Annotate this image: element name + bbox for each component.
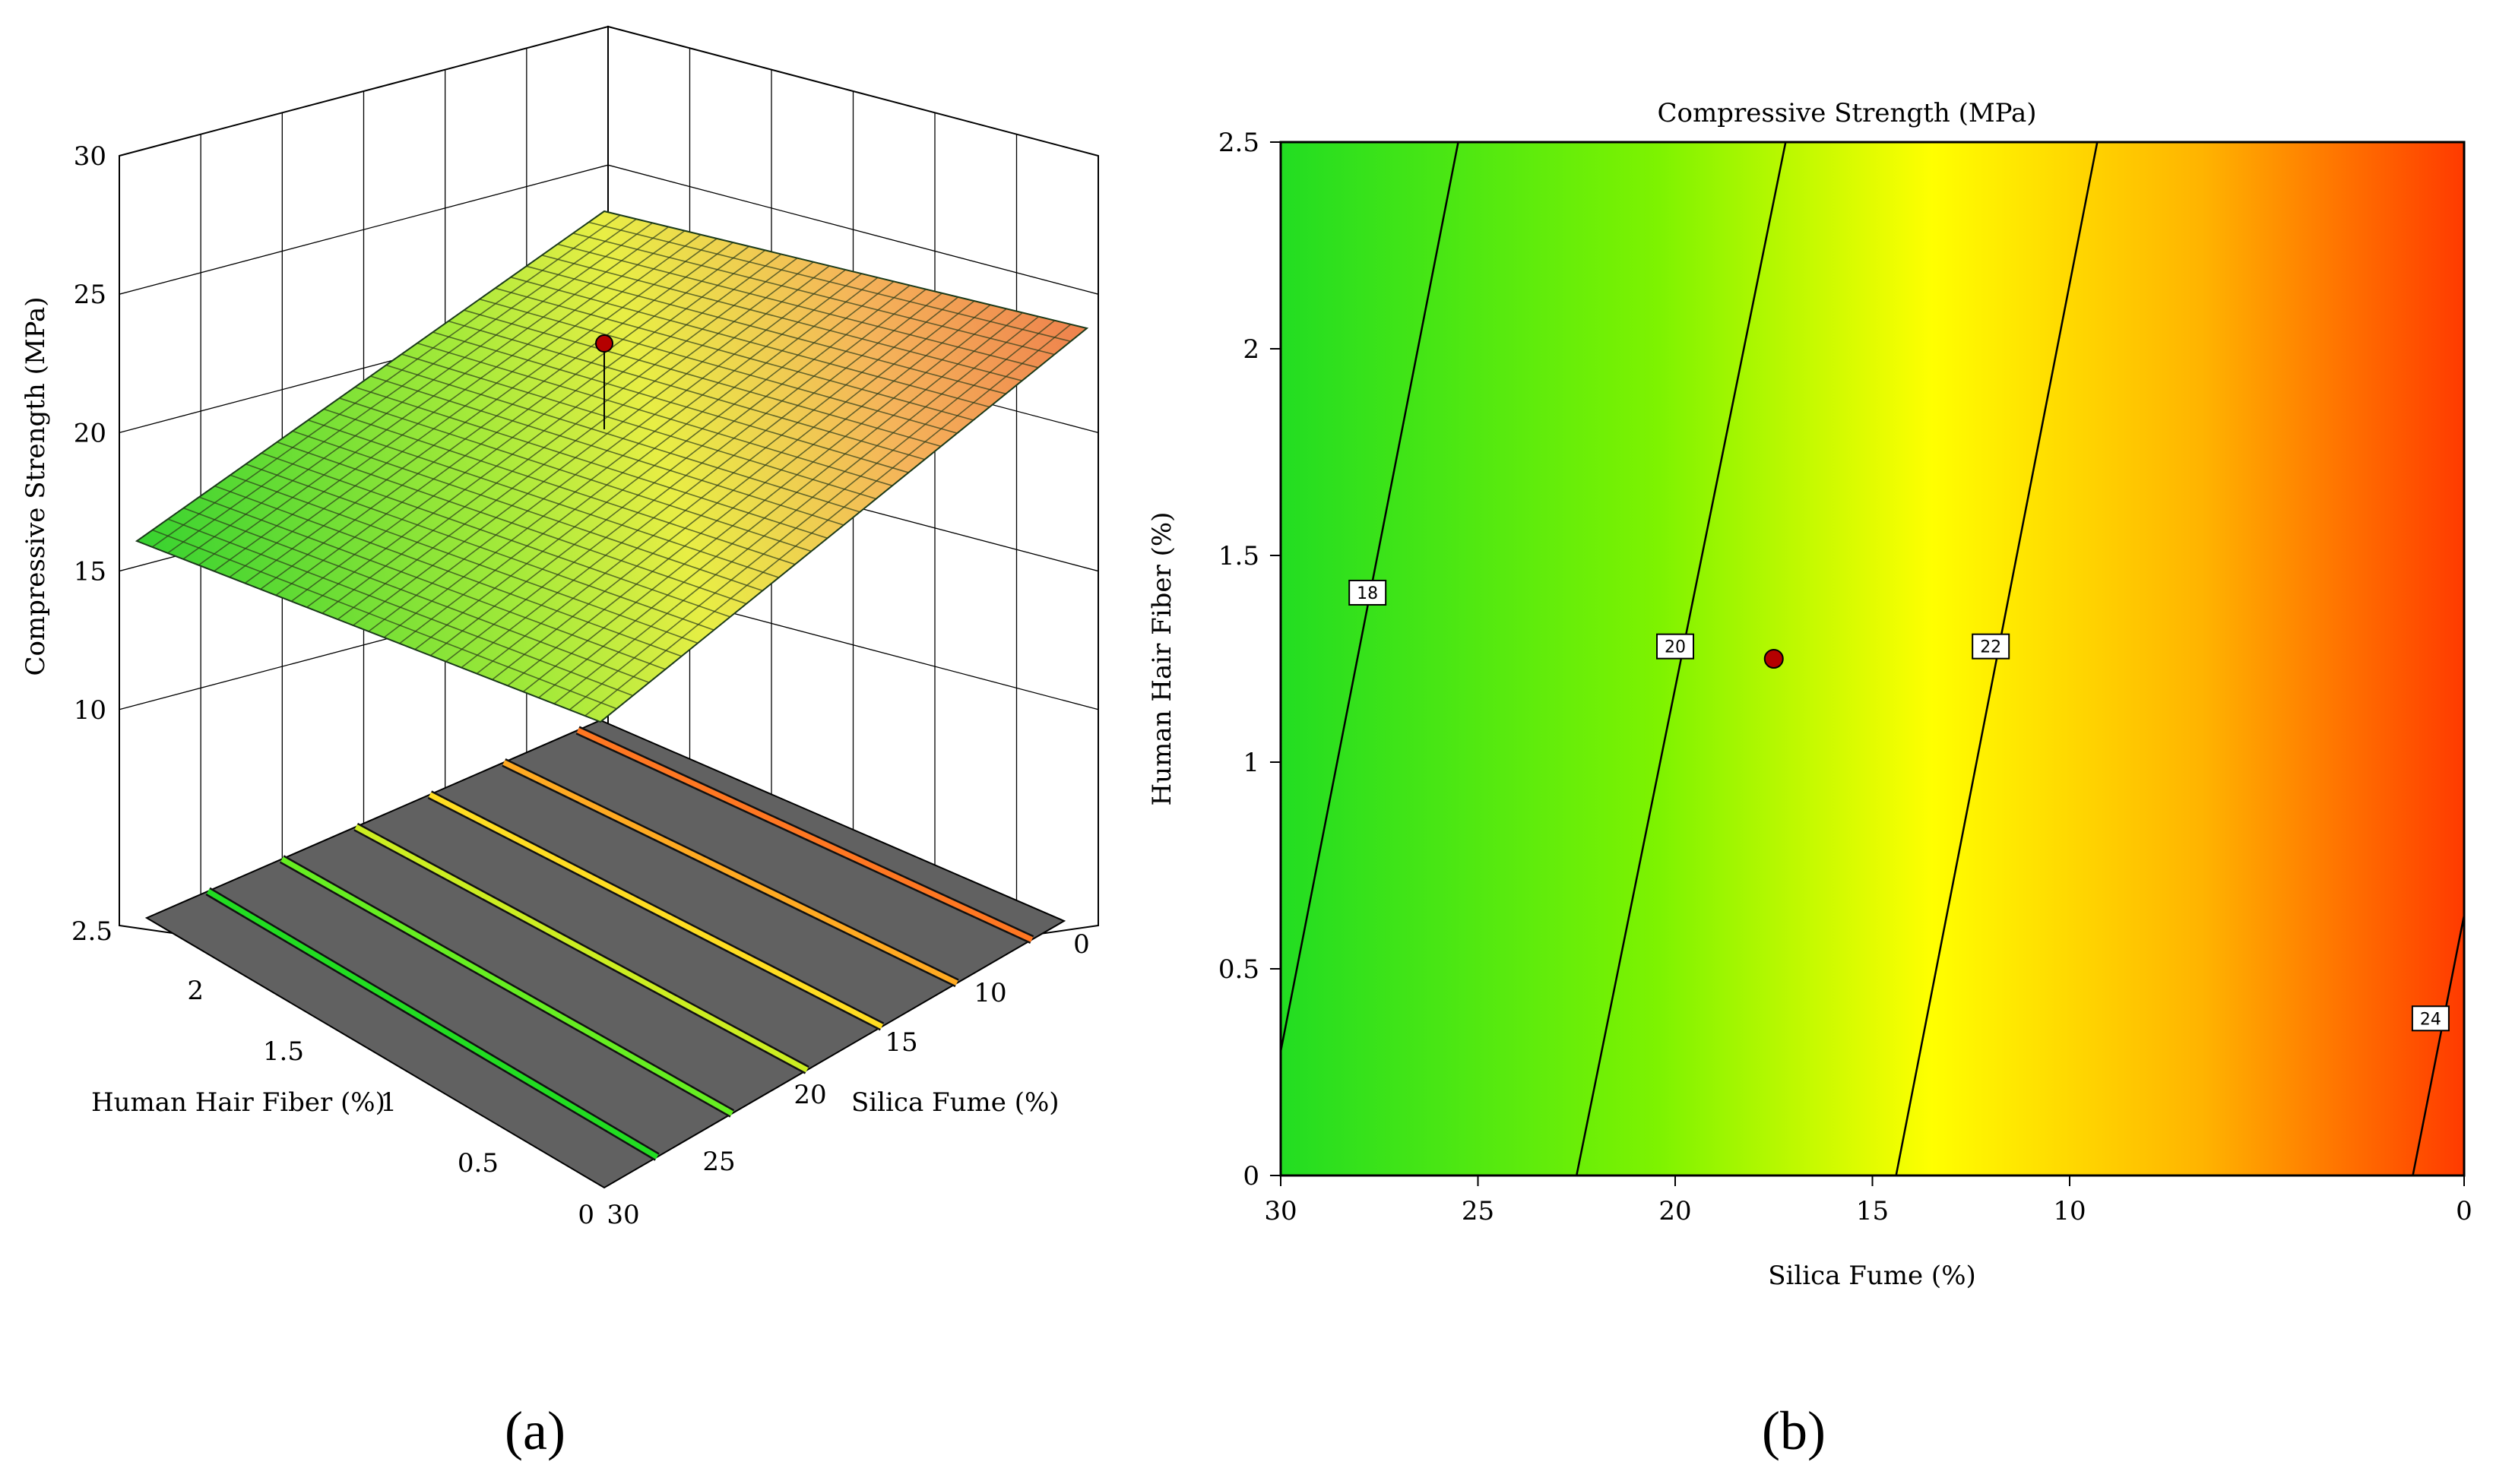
contour-label-box (1972, 633, 2010, 660)
y-tick-label: 0 (578, 1200, 594, 1230)
z-tick-label: 15 (74, 557, 106, 587)
x-tick-label: 10 (974, 978, 1006, 1008)
y-axis-label: Human Hair Fiber (%) (1147, 512, 1177, 806)
y-axis-label: Human Hair Fiber (%) (91, 1087, 385, 1118)
contour-label: 22 (1980, 638, 2001, 657)
z-tick-label: 20 (74, 418, 106, 448)
contour-line (2412, 915, 2466, 1176)
floor-contour-line (428, 792, 884, 1030)
y-tick-label: 2 (1243, 334, 1259, 365)
wall-grid-line (607, 26, 1099, 157)
contour-fill (1281, 142, 2464, 1175)
x-tick-label: 20 (794, 1080, 826, 1110)
surface-mesh-line (588, 221, 1071, 343)
surface-mesh-line (167, 218, 637, 554)
surface-mesh-line (557, 243, 1039, 369)
x-tick-label: 0 (2456, 1196, 2472, 1226)
y-axis-ticks: 0 0.5 1 1.5 2 2.5 (1218, 128, 1281, 1191)
floor-contour-line (280, 856, 733, 1116)
contour-title: Compressive Strength (MPa) (1657, 98, 2036, 128)
x-axis-ticks: 30 25 20 15 10 0 (1264, 1175, 2472, 1226)
surface-mesh-line (214, 230, 686, 572)
contour-labels: 18 20 22 24 (1348, 579, 2450, 1032)
contour-label-box (2411, 1005, 2450, 1032)
surface-mesh (151, 214, 1072, 717)
y-tick-label: 2.5 (71, 916, 112, 947)
contour-label: 18 (1357, 584, 1378, 603)
floor-contour-line (354, 824, 809, 1073)
wall-grid-line (119, 164, 609, 295)
x-axis-label: Silica Fume (%) (851, 1087, 1060, 1118)
z-axis-ticks: 10 15 20 25 30 (74, 141, 106, 726)
surface-mesh-line (182, 222, 653, 560)
x-tick-label: 15 (1856, 1196, 1889, 1226)
x-tick-label: 0 (1073, 929, 1090, 960)
surface-mesh-line (572, 233, 1055, 356)
surface-mesh-line (151, 214, 621, 548)
y-axis-ticks: 0 0.5 1 1.5 2 2.5 (71, 916, 594, 1230)
wall-grid-line (119, 26, 609, 157)
floor-contour-line (576, 727, 1034, 942)
x-axis-ticks: 0 10 15 20 25 30 (607, 929, 1089, 1230)
contour-label: 20 (1665, 638, 1686, 657)
y-tick-label: 2 (187, 976, 204, 1006)
contour-label-box (1656, 633, 1694, 660)
y-tick-label: 0.5 (458, 1148, 499, 1179)
surface-mesh-line (198, 226, 670, 566)
y-tick-label: 1.5 (1218, 541, 1259, 571)
surface-plot-panel: 10 15 20 25 30 0 10 15 20 25 30 0 0.5 1 1.5 2 2.5 Comp… (21, 25, 1099, 1230)
y-tick-label: 1.5 (263, 1036, 304, 1067)
x-axis-label: Silica Fume (%) (1768, 1261, 1976, 1291)
x-tick-label: 25 (702, 1147, 735, 1177)
caption-a: (a) (505, 1400, 565, 1461)
contour-label-box (1348, 579, 1387, 606)
floor-contour-line (206, 888, 659, 1160)
contour-label: 24 (2420, 1010, 2441, 1029)
y-tick-label: 1 (1243, 748, 1259, 778)
design-point (595, 334, 613, 353)
y-tick-label: 1 (380, 1087, 397, 1118)
z-tick-label: 25 (74, 280, 106, 310)
z-axis-label: Compressive Strength (MPa) (21, 296, 51, 676)
x-tick-label: 20 (1658, 1196, 1691, 1226)
y-tick-label: 0 (1243, 1161, 1259, 1191)
response-surface (135, 210, 1089, 723)
caption-b: (b) (1762, 1400, 1826, 1461)
x-tick-label: 30 (1264, 1196, 1297, 1226)
y-tick-label: 2.5 (1218, 128, 1259, 158)
x-tick-label: 10 (2053, 1196, 2086, 1226)
surface-mesh-line (541, 255, 1022, 381)
design-point (1763, 649, 1784, 669)
x-tick-label: 15 (885, 1027, 917, 1058)
y-tick-label: 0.5 (1218, 954, 1259, 985)
x-tick-label: 30 (607, 1200, 639, 1230)
floor-contour-line (502, 760, 958, 986)
wall-grid-line (607, 164, 1099, 295)
z-tick-label: 30 (74, 141, 106, 172)
z-tick-label: 10 (74, 695, 106, 726)
x-tick-label: 25 (1462, 1196, 1494, 1226)
floor-contours (205, 726, 1034, 1161)
